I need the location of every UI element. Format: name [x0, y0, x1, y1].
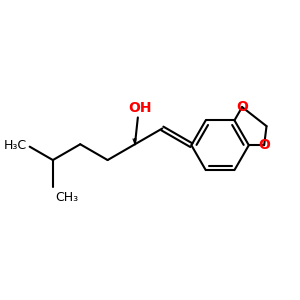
Text: OH: OH: [128, 100, 152, 115]
Text: O: O: [236, 100, 248, 114]
Text: CH₃: CH₃: [55, 191, 78, 204]
Text: H₃C: H₃C: [4, 139, 27, 152]
Text: O: O: [258, 138, 270, 152]
